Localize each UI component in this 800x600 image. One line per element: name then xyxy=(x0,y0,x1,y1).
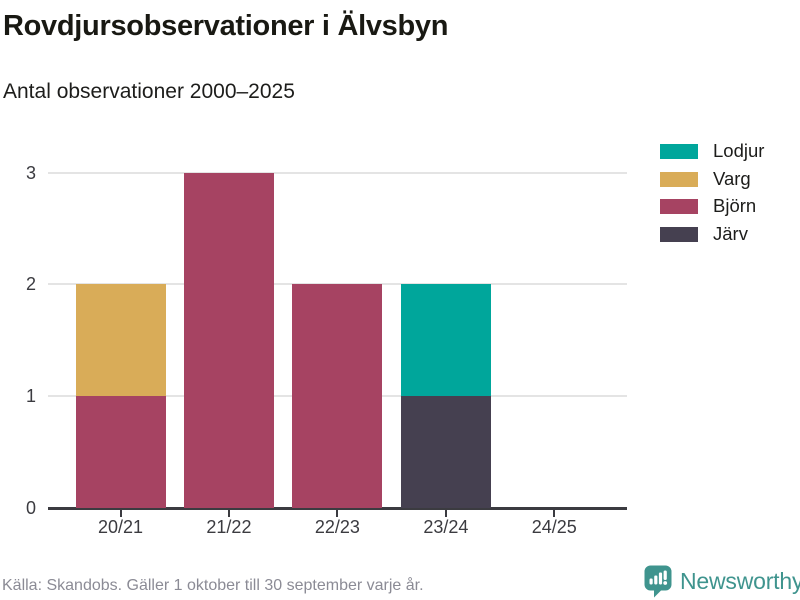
legend-swatch xyxy=(660,226,698,242)
x-axis-line xyxy=(48,507,627,510)
x-axis-label: 23/24 xyxy=(423,517,469,537)
x-axis-label: 20/21 xyxy=(97,517,144,537)
legend-item-lodjur: Lodjur xyxy=(660,140,765,162)
x-axis-label: 22/23 xyxy=(314,517,360,537)
legend-swatch xyxy=(660,171,698,187)
x-axis-tick xyxy=(336,510,339,517)
legend-item-järv: Järv xyxy=(660,222,764,244)
newsworthy-wordmark: Newsworthy xyxy=(680,568,800,594)
bar-segment-järv xyxy=(400,396,491,508)
legend-label: Järv xyxy=(713,222,748,244)
legend-swatch xyxy=(660,144,698,159)
x-axis-tick xyxy=(119,510,122,517)
legend-label: Björn xyxy=(713,195,757,217)
bar-segment-lodjur xyxy=(400,284,491,397)
legend: Lodjur Varg Björn Järv xyxy=(660,140,765,254)
bar-segment-björn xyxy=(75,396,166,508)
x-axis-tick xyxy=(444,510,447,517)
y-axis-label: 0 xyxy=(25,498,36,518)
plot-gridline xyxy=(48,171,627,174)
x-axis-label: 21/22 xyxy=(206,517,252,537)
bar-segment-björn xyxy=(183,172,274,508)
y-axis-label: 2 xyxy=(25,274,36,295)
page-subtitle: Antal observationer 2000–2025 xyxy=(3,80,295,103)
y-axis-label: 1 xyxy=(25,386,36,407)
x-axis-tick xyxy=(553,510,556,517)
bar-segment-varg xyxy=(75,284,166,397)
footer-source: Källa: Skandobs. Gäller 1 oktober till 3… xyxy=(2,577,424,594)
x-axis-tick xyxy=(227,510,230,517)
bar-segment-björn xyxy=(292,284,383,508)
legend-label: Lodjur xyxy=(713,140,765,162)
x-axis-label: 24/25 xyxy=(531,517,577,537)
legend-item-björn: Björn xyxy=(660,195,764,217)
y-axis-label: 3 xyxy=(25,162,36,183)
newsworthy-icon xyxy=(644,565,672,598)
newsworthy-logo: Newsworthy xyxy=(644,565,800,598)
legend-swatch xyxy=(660,199,698,214)
page-title: Rovdjursobservationer i Älvsbyn xyxy=(3,10,449,42)
legend-label: Varg xyxy=(713,167,751,189)
legend-item-varg: Varg xyxy=(660,167,764,189)
